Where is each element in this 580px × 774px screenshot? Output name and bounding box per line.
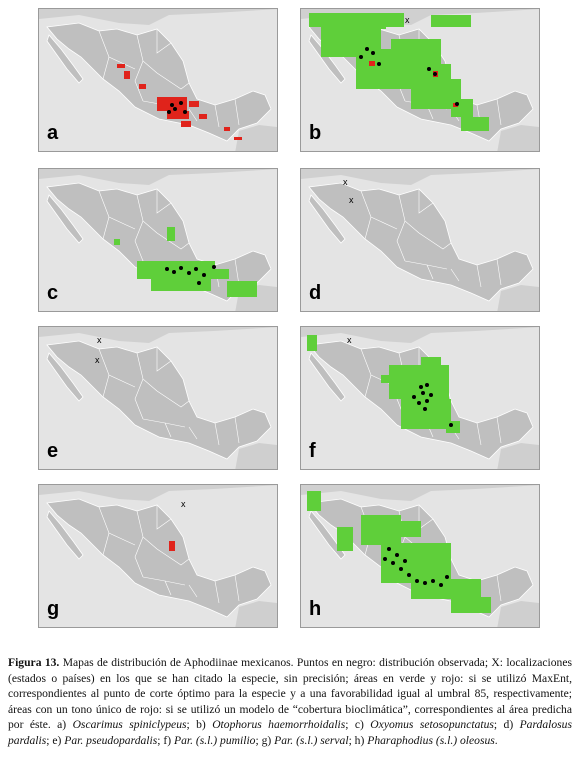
panel-letter: f: [309, 440, 316, 462]
caption-text: Mapas de distribución de Aphodiinae mexi…: [8, 656, 572, 732]
species-b: Otophorus haemorrhoidalis: [212, 718, 346, 732]
caption-sep: ; d): [493, 718, 520, 732]
panel-letter: b: [309, 122, 322, 144]
x-marker: x: [405, 15, 410, 25]
observed-dots: [359, 47, 459, 106]
caption-sep: ; f): [157, 733, 174, 747]
map-panel-f: x f: [300, 326, 540, 470]
caption-label: Figura 13.: [8, 656, 60, 669]
caption-sep: ; c): [345, 718, 371, 732]
mexico-map-g: x: [39, 485, 277, 627]
mexico-map-h: [301, 485, 539, 627]
x-marker: x: [97, 335, 102, 345]
caption-end: .: [494, 733, 498, 747]
mexico-map-c: [39, 169, 277, 311]
red-areas: [169, 541, 175, 551]
caption-sep: ; e): [46, 733, 65, 747]
x-marker: x: [343, 177, 348, 187]
x-marker: x: [181, 499, 186, 509]
panel-letter: h: [309, 598, 322, 620]
map-panel-d: x x d: [300, 168, 540, 312]
panel-letter: g: [47, 598, 60, 620]
x-marker: x: [347, 335, 352, 345]
panel-letter: a: [47, 122, 59, 144]
map-panel-h: h: [300, 484, 540, 628]
mexico-map-e: x x: [39, 327, 277, 469]
x-marker: x: [349, 195, 354, 205]
panel-letter: c: [47, 282, 59, 304]
caption-sep: ; h): [348, 733, 368, 747]
map-panel-a: a: [38, 8, 278, 152]
panel-letter: d: [309, 282, 322, 304]
x-marker: x: [95, 355, 100, 365]
mexico-map-f: x: [301, 327, 539, 469]
green-areas: [309, 13, 489, 131]
species-e: Par. pseudopardalis: [64, 733, 158, 747]
figure-caption: Figura 13. Mapas de distribución de Apho…: [8, 655, 572, 749]
observed-dots: [383, 547, 449, 587]
map-panel-e: x x e: [38, 326, 278, 470]
species-c: Oxyomus setosopunctatus: [370, 718, 494, 732]
species-h: Pharaphodius (s.l.) oleosus: [367, 733, 495, 747]
observed-dots: [412, 383, 453, 427]
species-g: Par. (s.l.) serval: [274, 733, 349, 747]
map-panel-c: c: [38, 168, 278, 312]
species-a: Oscarimus spiniclypeus: [72, 718, 187, 732]
mexico-map-a: [39, 9, 277, 151]
observed-dots: [165, 265, 216, 285]
species-d: Pardalosus pardalis: [8, 718, 572, 747]
observed-dots: [167, 101, 187, 114]
species-f: Par. (s.l.) pumilio: [174, 733, 256, 747]
caption-sep: ; g): [255, 733, 275, 747]
panel-letter: e: [47, 440, 59, 462]
caption-sep: ; b): [186, 718, 213, 732]
map-panel-b: x b: [300, 8, 540, 152]
mexico-map-d: x x: [301, 169, 539, 311]
map-panel-g: x g: [38, 484, 278, 628]
green-areas: [114, 227, 257, 297]
green-areas: [307, 335, 460, 433]
mexico-map-b: x: [301, 9, 539, 151]
